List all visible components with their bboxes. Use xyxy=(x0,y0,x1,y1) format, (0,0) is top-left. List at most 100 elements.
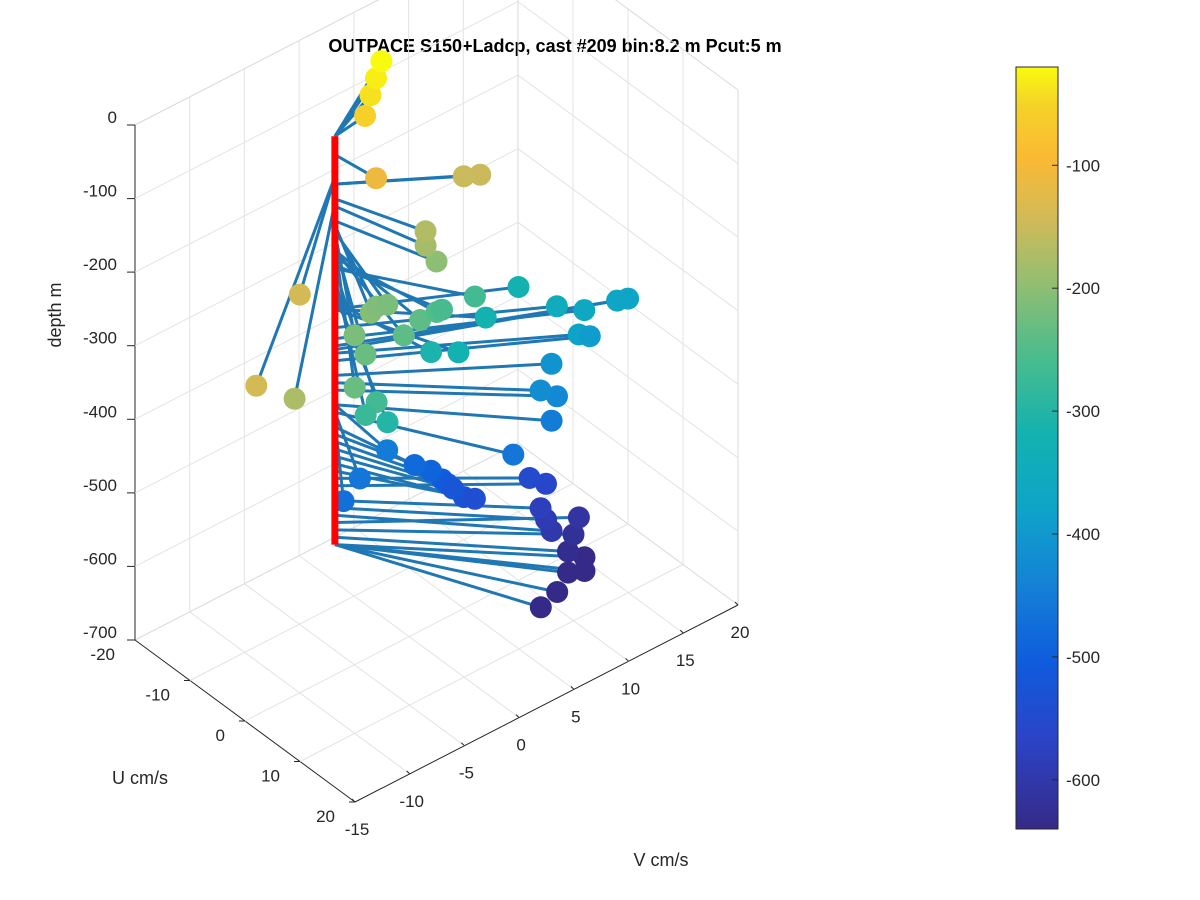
velocity-vector xyxy=(333,231,389,306)
velocity-vector xyxy=(334,543,542,609)
z-tick-label: -500 xyxy=(83,476,117,495)
x-axis-line xyxy=(354,604,739,803)
data-marker xyxy=(425,250,448,273)
data-marker xyxy=(354,343,377,366)
x-tick-mark xyxy=(515,714,520,718)
data-marker xyxy=(441,477,464,500)
velocity-vector xyxy=(334,267,476,298)
data-marker xyxy=(540,352,563,375)
grid-line xyxy=(299,564,684,762)
data-marker xyxy=(540,409,563,432)
z-axis-label: depth m xyxy=(45,282,65,347)
colorbar-tick-label: -100 xyxy=(1066,156,1100,175)
data-marker xyxy=(447,341,470,364)
data-marker xyxy=(573,546,596,569)
x-tick-mark xyxy=(570,686,575,690)
data-marker xyxy=(507,276,530,298)
y-tick-label: 0 xyxy=(216,726,225,745)
velocity-vector xyxy=(334,381,541,392)
data-markers xyxy=(245,50,640,619)
data-marker xyxy=(463,487,486,510)
x-tick-label: 20 xyxy=(731,623,750,642)
z-tick-label: -300 xyxy=(83,329,117,348)
y-tick-label: -20 xyxy=(90,645,115,664)
velocity-vector xyxy=(334,543,585,573)
velocity-vector xyxy=(333,403,389,452)
data-marker xyxy=(567,506,590,529)
data-marker xyxy=(518,467,541,489)
data-marker xyxy=(578,325,601,348)
data-marker xyxy=(365,167,388,190)
data-marker xyxy=(502,443,525,466)
data-marker xyxy=(562,523,585,546)
x-tick-mark xyxy=(679,629,684,634)
velocity-vector xyxy=(334,528,574,536)
data-marker xyxy=(370,50,393,73)
grid-line xyxy=(517,74,739,238)
velocity-vector xyxy=(293,202,337,400)
data-marker xyxy=(365,67,387,90)
box-edge xyxy=(134,0,380,126)
tick-labels: -15-10-505101520-20-10010200-100-200-300… xyxy=(83,108,749,839)
colorbar-tick-label: -500 xyxy=(1066,648,1100,667)
data-marker xyxy=(469,163,492,186)
x-tick-mark xyxy=(461,742,465,747)
data-marker xyxy=(376,411,399,434)
velocity-vector xyxy=(254,176,337,387)
data-marker xyxy=(414,220,437,243)
z-tick-label: -400 xyxy=(83,402,117,421)
velocity-vector xyxy=(334,513,552,533)
data-marker xyxy=(376,439,399,462)
data-marker xyxy=(354,404,377,426)
velocity-vector xyxy=(334,543,585,559)
z-tick-label: -200 xyxy=(83,255,117,274)
data-marker xyxy=(392,324,415,347)
data-marker xyxy=(403,454,426,476)
chart-title: OUTPACE S150+Ladcp, cast #209 bin:8.2 m … xyxy=(328,36,781,56)
z-tick-label: -600 xyxy=(83,549,117,568)
data-marker xyxy=(354,104,377,127)
velocity-vector xyxy=(334,535,569,553)
colorbar-tick-label: -600 xyxy=(1066,771,1100,790)
colorbar-tick-label: -300 xyxy=(1066,402,1100,421)
colorbar-ticks: -100 -200 -300 -400 -500 -600 xyxy=(1052,156,1100,790)
grid-line xyxy=(134,74,519,273)
colorbar-tick-label: -400 xyxy=(1066,525,1100,544)
grid-line xyxy=(517,148,739,312)
y-axis-label: U cm/s xyxy=(112,768,168,788)
velocity-vector xyxy=(334,362,552,377)
x-tick-label: -10 xyxy=(399,792,424,811)
colorbar-tick-label: -200 xyxy=(1066,279,1100,298)
z-tick-label: -700 xyxy=(83,623,117,642)
x-tick-mark xyxy=(734,601,739,606)
x-tick-label: -15 xyxy=(345,820,370,839)
data-marker xyxy=(557,540,579,563)
z-tick-label: 0 xyxy=(108,108,117,127)
velocity-vector xyxy=(334,543,558,594)
z-tick-label: -100 xyxy=(83,182,117,201)
data-marker xyxy=(343,324,366,347)
data-marker xyxy=(529,497,552,520)
velocity-vector xyxy=(334,204,427,247)
data-marker xyxy=(545,295,568,318)
grid-line xyxy=(134,221,519,420)
data-marker xyxy=(245,374,268,397)
velocity-vector xyxy=(334,388,558,398)
colorbar-gradient xyxy=(1015,66,1059,830)
grid-line xyxy=(134,1,519,200)
data-marker xyxy=(546,581,569,603)
velocity-vector xyxy=(333,249,422,322)
data-marker xyxy=(420,341,443,364)
grid-line xyxy=(517,1,739,165)
data-marker xyxy=(573,299,596,322)
data-marker xyxy=(431,298,453,321)
data-marker xyxy=(409,309,432,331)
x-tick-mark xyxy=(625,657,629,662)
data-marker xyxy=(463,285,486,308)
x-tick-label: 15 xyxy=(676,651,695,670)
velocity-vector xyxy=(334,499,541,510)
colorbar: -100 -200 -300 -400 -500 -600 xyxy=(1015,66,1100,830)
y-tick-label: -10 xyxy=(145,686,170,705)
data-marker xyxy=(529,379,552,402)
